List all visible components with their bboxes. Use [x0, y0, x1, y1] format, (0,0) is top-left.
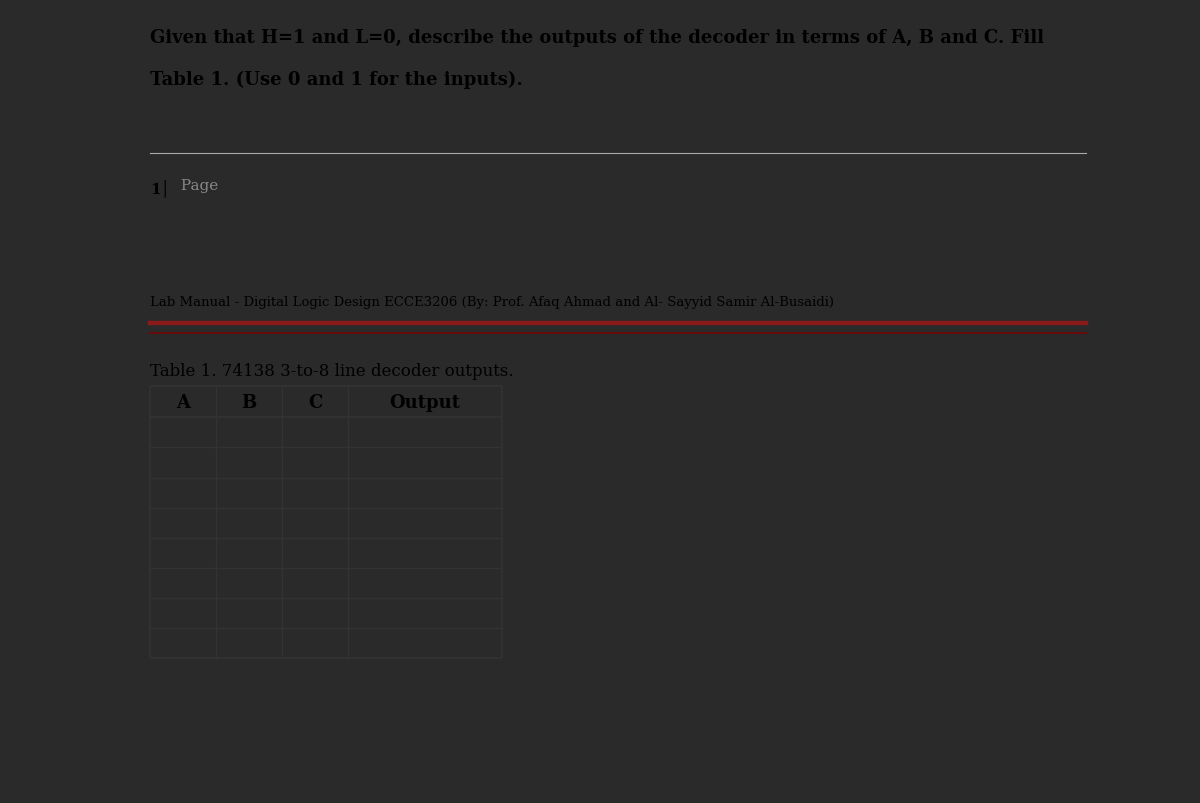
Text: Table 1. (Use 0 and 1 for the inputs).: Table 1. (Use 0 and 1 for the inputs). — [150, 71, 523, 89]
Text: B: B — [241, 393, 257, 411]
Text: A: A — [176, 393, 190, 411]
Text: 1│: 1│ — [150, 179, 169, 197]
Text: Given that H=1 and L=0, describe the outputs of the decoder in terms of A, B and: Given that H=1 and L=0, describe the out… — [150, 30, 1044, 47]
Text: Page: Page — [176, 179, 218, 193]
Text: Output: Output — [389, 393, 461, 411]
Text: Lab Manual - Digital Logic Design ECCE3206 (By: Prof. Afaq Ahmad and Al- Sayyid : Lab Manual - Digital Logic Design ECCE32… — [150, 296, 834, 308]
Text: C: C — [308, 393, 322, 411]
Text: Table 1. 74138 3-to-8 line decoder outputs.: Table 1. 74138 3-to-8 line decoder outpu… — [150, 362, 514, 380]
